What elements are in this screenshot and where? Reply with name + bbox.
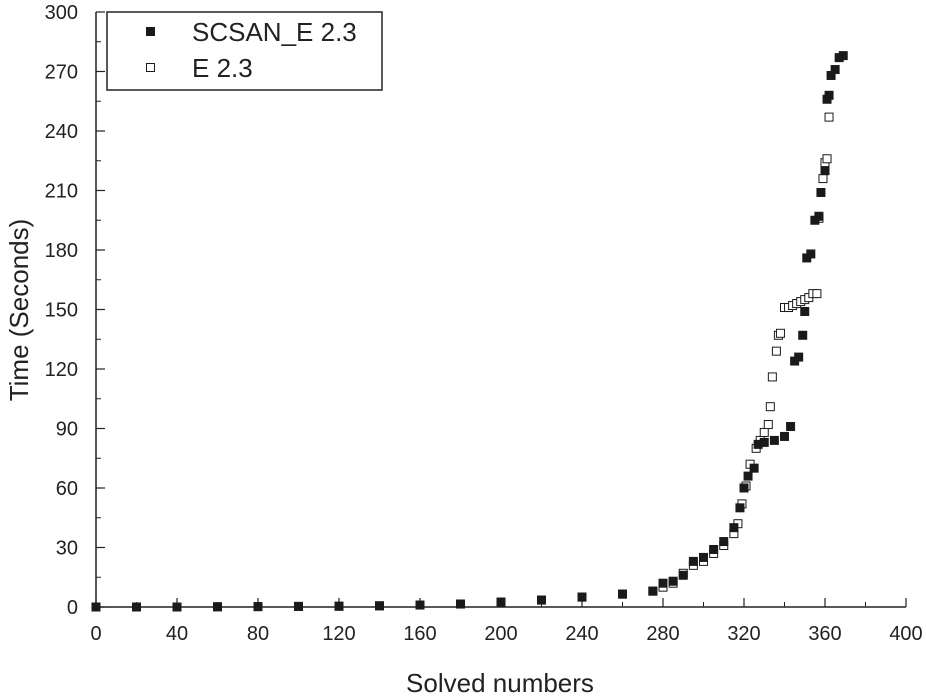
scsan-e23-point — [678, 570, 688, 580]
scsan-e23-point — [132, 602, 141, 612]
scsan-e23-point — [658, 578, 668, 588]
y-tick-label: 180 — [45, 240, 78, 262]
e23-point — [771, 346, 781, 356]
scsan-e23-point — [456, 599, 465, 609]
data-points — [91, 51, 848, 612]
scsan-e23-point — [780, 431, 789, 441]
scsan-e23-point — [759, 437, 769, 447]
scsan-e23-point — [769, 435, 779, 445]
scsan-e23-point — [415, 600, 425, 610]
scsan-e23-point — [253, 602, 263, 612]
y-tick-label: 30 — [56, 538, 78, 560]
legend-marker-scsan — [146, 27, 155, 36]
x-tick-label: 40 — [166, 623, 188, 645]
scsan-e23-point — [688, 556, 698, 566]
scsan-e23-point — [838, 51, 848, 61]
y-axis: 0 30 60 90 120 150 180 210 240 270 300 — [45, 2, 105, 619]
scsan-e23-point — [537, 595, 546, 605]
scsan-e23-point — [577, 592, 587, 602]
x-tick-label: 320 — [727, 623, 760, 645]
y-tick-label: 150 — [45, 300, 78, 322]
legend-label-e23: E 2.3 — [192, 53, 253, 83]
x-axis: 0 40 80 120 160 200 240 280 320 360 400 — [90, 598, 923, 645]
legend: SCSAN_E 2.3 E 2.3 — [106, 11, 383, 91]
x-tick-label: 360 — [808, 623, 841, 645]
scsan-e23-point — [719, 537, 729, 547]
legend-box — [106, 11, 383, 91]
scsan-e23-point — [172, 602, 182, 612]
scsan-e23-point — [294, 601, 303, 611]
e23-point — [822, 154, 832, 164]
y-tick-label: 90 — [56, 419, 78, 441]
e23-point — [767, 372, 777, 382]
scsan-e23-point — [830, 65, 840, 75]
scsan-e23-point — [618, 589, 627, 599]
x-tick-label: 0 — [90, 623, 101, 645]
y-tick-label: 240 — [45, 121, 78, 143]
y-tick-label: 300 — [45, 2, 78, 24]
x-tick-label: 160 — [403, 623, 436, 645]
scsan-e23-point — [213, 602, 222, 612]
y-tick-label: 60 — [56, 478, 78, 500]
scsan-e23-point — [699, 552, 708, 562]
scsan-e23-point — [739, 483, 749, 493]
x-tick-label: 240 — [565, 623, 598, 645]
y-tick-label: 0 — [67, 597, 78, 619]
scsan-e23-point — [496, 597, 506, 607]
x-tick-label: 400 — [889, 623, 922, 645]
e23-point — [763, 420, 773, 430]
scsan-e23-point — [743, 471, 753, 481]
scsan-e23-point — [334, 601, 344, 611]
scsan-e23-point — [375, 601, 384, 611]
e23-point — [824, 112, 834, 122]
scsan-e23-point — [794, 352, 804, 362]
x-tick-label: 80 — [247, 623, 269, 645]
scsan-e23-point — [729, 523, 739, 533]
e23-point — [812, 289, 822, 299]
e23-point — [759, 427, 769, 437]
x-tick-label: 120 — [322, 623, 355, 645]
e23-point — [818, 174, 828, 184]
scsan-e23-point — [826, 70, 836, 80]
scsan-e23-point — [735, 503, 745, 513]
scsan-e23-point — [798, 330, 808, 340]
legend-marker-e23 — [146, 63, 155, 72]
e23-point — [775, 328, 785, 338]
e23-point — [765, 402, 775, 412]
scsan-e23-point — [668, 576, 678, 586]
x-tick-label: 280 — [646, 623, 679, 645]
x-axis-title: Solved numbers — [406, 668, 594, 696]
scsan-e23-point — [806, 249, 816, 259]
scsan-e23-point — [786, 422, 796, 432]
scsan-e23-point — [814, 211, 824, 221]
y-tick-label: 270 — [45, 62, 78, 84]
legend-label-scsan: SCSAN_E 2.3 — [192, 17, 357, 47]
scsan-e23-point — [749, 463, 759, 473]
y-tick-label: 120 — [45, 359, 78, 381]
scsan-e23-point — [753, 439, 763, 449]
scsan-e23-point — [824, 90, 834, 100]
scsan-e23-point — [820, 166, 830, 176]
scsan-e23-point — [816, 187, 826, 197]
y-axis-title: Time (Seconds) — [4, 219, 34, 402]
scsan-e23-point — [91, 602, 101, 612]
scsan-e23-point — [648, 586, 658, 596]
x-tick-label: 200 — [484, 623, 517, 645]
scsan-e23-point — [709, 544, 719, 554]
y-tick-label: 210 — [45, 181, 78, 203]
scsan-e23-point — [800, 306, 810, 316]
